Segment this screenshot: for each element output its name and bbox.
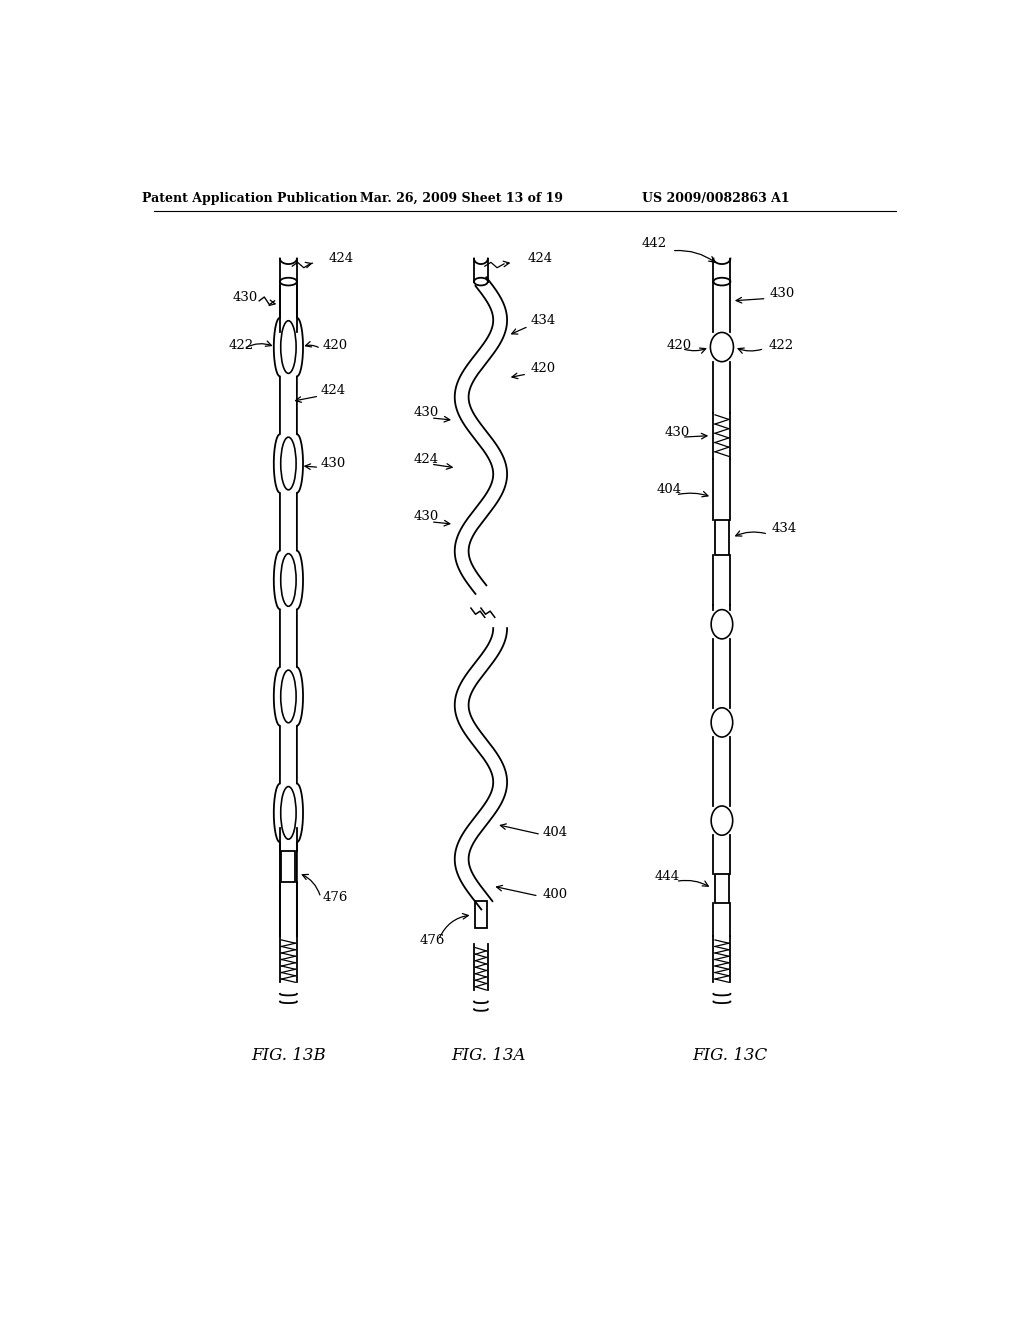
Text: 422: 422	[228, 339, 254, 351]
Text: FIG. 13A: FIG. 13A	[452, 1047, 526, 1064]
Text: US 2009/0082863 A1: US 2009/0082863 A1	[642, 191, 790, 205]
Text: 420: 420	[667, 339, 691, 351]
Text: 424: 424	[527, 252, 552, 265]
Text: 476: 476	[419, 933, 444, 946]
Text: 404: 404	[656, 483, 682, 496]
Text: 420: 420	[531, 363, 556, 375]
Text: 444: 444	[654, 870, 679, 883]
Text: 404: 404	[543, 826, 567, 840]
Text: 430: 430	[770, 286, 795, 300]
Text: FIG. 13C: FIG. 13C	[692, 1047, 767, 1064]
Text: 430: 430	[413, 407, 438, 420]
Text: 424: 424	[413, 453, 438, 466]
Bar	[715, 874, 729, 903]
Text: 422: 422	[768, 339, 794, 351]
Bar	[715, 520, 729, 554]
Text: FIG. 13B: FIG. 13B	[251, 1047, 326, 1064]
Text: 424: 424	[329, 252, 353, 265]
Text: 430: 430	[321, 457, 346, 470]
Bar	[282, 851, 295, 882]
Text: 430: 430	[665, 425, 689, 438]
Text: 476: 476	[323, 891, 348, 904]
Text: 434: 434	[531, 314, 556, 327]
Text: 430: 430	[413, 511, 438, 523]
Bar	[475, 902, 487, 928]
Text: 424: 424	[321, 384, 346, 397]
Text: Patent Application Publication: Patent Application Publication	[142, 191, 357, 205]
Text: 400: 400	[543, 887, 567, 900]
Text: Mar. 26, 2009 Sheet 13 of 19: Mar. 26, 2009 Sheet 13 of 19	[360, 191, 563, 205]
Text: 430: 430	[233, 290, 258, 304]
Text: 434: 434	[772, 521, 798, 535]
Text: 420: 420	[323, 339, 348, 351]
Text: 442: 442	[641, 238, 667, 249]
